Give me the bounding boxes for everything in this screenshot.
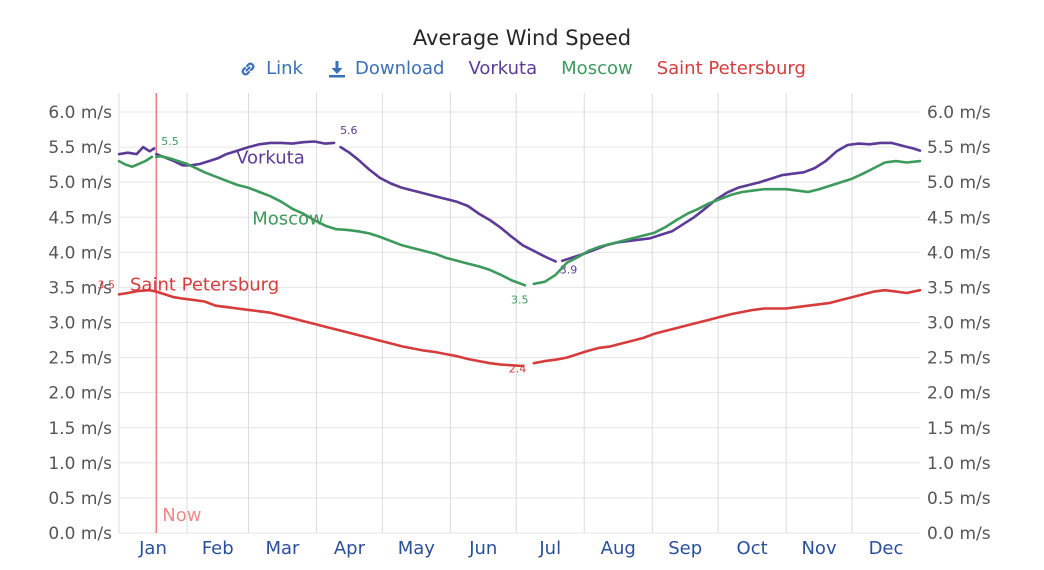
month-tick-label: Nov <box>801 538 836 559</box>
end-value-label-moscow: 3.5 <box>511 293 529 306</box>
link-icon <box>241 62 255 75</box>
y-tick-label-left: 4.0 m/s <box>48 243 112 263</box>
y-tick-label-right: 1.5 m/s <box>927 419 991 439</box>
y-tick-label-left: 5.0 m/s <box>48 173 112 193</box>
series-name-label-vorkuta: Vorkuta <box>236 148 305 169</box>
month-tick-label: Sep <box>668 538 702 559</box>
y-tick-label-left: 2.5 m/s <box>48 349 112 369</box>
series-line-moscow[interactable] <box>117 155 154 168</box>
y-tick-label-right: 5.0 m/s <box>927 173 991 193</box>
month-tick-label: Jan <box>138 538 167 559</box>
y-tick-label-right: 0.5 m/s <box>927 489 991 509</box>
month-tick-label: Aug <box>601 538 636 559</box>
series-line-saint-petersburg[interactable] <box>117 288 525 368</box>
end-value-label-saint-petersburg: 3.5 <box>98 278 116 291</box>
series-line-vorkuta[interactable] <box>117 145 156 156</box>
month-tick-label: Dec <box>869 538 904 559</box>
y-tick-label-right: 0.0 m/s <box>927 524 991 544</box>
y-tick-label-right: 2.5 m/s <box>927 349 991 369</box>
series-line-vorkuta[interactable] <box>339 145 558 263</box>
month-tick-label: Oct <box>737 538 768 559</box>
download-icon <box>328 60 345 77</box>
month-tick-label: Feb <box>202 538 234 559</box>
y-tick-label-right: 3.0 m/s <box>927 314 991 334</box>
end-value-label-saint-petersburg: 2.4 <box>509 363 526 376</box>
link-label: Link <box>266 58 303 79</box>
y-tick-label-right: 3.5 m/s <box>927 278 991 298</box>
legend: Link Download Vorkuta Moscow Saint Peter… <box>0 58 1044 79</box>
series-name-label-moscow: Moscow <box>252 208 324 229</box>
y-tick-label-left: 4.5 m/s <box>48 208 112 228</box>
series-name-label-saint-petersburg: Saint Petersburg <box>130 274 279 295</box>
y-tick-label-right: 6.0 m/s <box>927 103 991 123</box>
month-tick-label: Mar <box>266 538 301 559</box>
month-tick-label: Jun <box>468 538 497 559</box>
chart-title: Average Wind Speed <box>412 26 632 50</box>
download-label: Download <box>354 58 445 79</box>
legend-item-saint-petersburg[interactable]: Saint Petersburg <box>656 58 806 79</box>
series-line-vorkuta[interactable] <box>155 140 336 167</box>
y-tick-label-left: 3.5 m/s <box>48 278 112 298</box>
month-tick-label: May <box>398 538 436 559</box>
y-tick-label-left: 0.0 m/s <box>48 524 112 544</box>
y-tick-label-left: 0.5 m/s <box>48 489 112 509</box>
y-tick-label-left: 6.0 m/s <box>48 103 112 123</box>
month-tick-label: Apr <box>334 538 366 559</box>
y-tick-label-left: 1.5 m/s <box>48 419 112 439</box>
y-tick-label-right: 2.0 m/s <box>927 384 991 404</box>
link-button[interactable]: Link <box>238 58 303 79</box>
series-line-moscow[interactable] <box>532 159 922 286</box>
y-tick-label-left: 3.0 m/s <box>48 314 112 334</box>
y-tick-label-left: 2.0 m/s <box>48 384 112 404</box>
series-line-saint-petersburg[interactable] <box>532 288 922 365</box>
month-tick-label: Jul <box>538 538 561 559</box>
y-tick-label-right: 4.0 m/s <box>927 243 991 263</box>
y-tick-label-right: 4.5 m/s <box>927 208 991 228</box>
end-value-label-vorkuta: 3.9 <box>560 263 578 276</box>
y-tick-label-right: 1.0 m/s <box>927 454 991 474</box>
end-value-label-vorkuta: 5.6 <box>340 124 358 137</box>
legend-item-vorkuta[interactable]: Vorkuta <box>468 58 538 79</box>
end-value-label-moscow: 5.5 <box>161 135 179 148</box>
y-tick-label-right: 5.5 m/s <box>927 138 991 158</box>
legend-item-moscow[interactable]: Moscow <box>561 58 633 79</box>
now-label: Now <box>162 505 201 526</box>
download-button[interactable]: Download <box>327 58 444 79</box>
y-tick-label-left: 1.0 m/s <box>48 454 112 474</box>
series-line-moscow[interactable] <box>155 154 527 287</box>
y-tick-label-left: 5.5 m/s <box>48 138 112 158</box>
